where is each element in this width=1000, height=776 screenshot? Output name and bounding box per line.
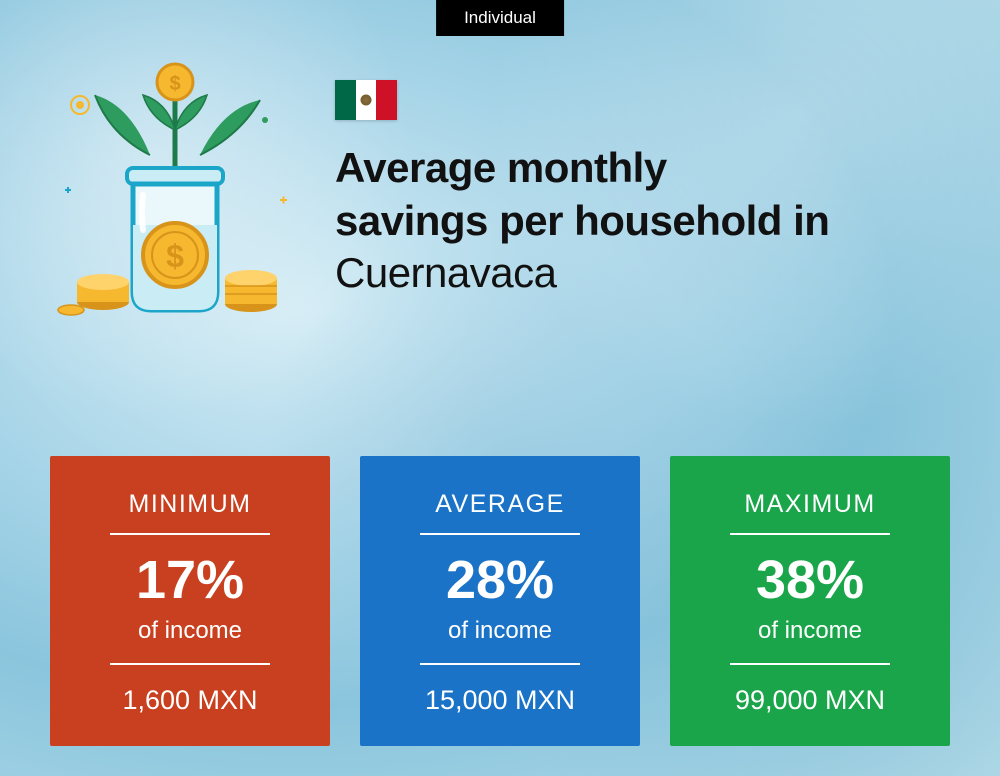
card-sub: of income (448, 617, 552, 645)
header-block: Average monthly savings per household in… (335, 80, 960, 300)
card-percent: 38% (756, 553, 864, 607)
card-amount: 99,000 MXN (735, 685, 885, 716)
title-city: Cuernavaca (335, 247, 960, 300)
svg-text:$: $ (169, 73, 180, 95)
card-sub: of income (138, 617, 242, 645)
stats-cards-row: MINIMUM 17% of income 1,600 MXN AVERAGE … (50, 456, 950, 746)
card-label: MINIMUM (129, 490, 252, 519)
page-title: Average monthly savings per household in… (335, 142, 960, 300)
mexico-flag-icon (335, 80, 397, 120)
card-minimum: MINIMUM 17% of income 1,600 MXN (50, 456, 330, 746)
title-line2: savings per household in (335, 197, 829, 244)
svg-text:$: $ (166, 238, 184, 274)
card-percent: 28% (446, 553, 554, 607)
card-label: MAXIMUM (744, 490, 875, 519)
title-line1: Average monthly (335, 144, 667, 191)
savings-jar-icon: $ $ (55, 60, 295, 320)
card-amount: 1,600 MXN (122, 685, 257, 716)
card-percent: 17% (136, 553, 244, 607)
card-amount: 15,000 MXN (425, 685, 575, 716)
card-maximum: MAXIMUM 38% of income 99,000 MXN (670, 456, 950, 746)
card-average: AVERAGE 28% of income 15,000 MXN (360, 456, 640, 746)
card-sub: of income (758, 617, 862, 645)
card-label: AVERAGE (435, 490, 565, 519)
category-badge: Individual (436, 0, 564, 36)
